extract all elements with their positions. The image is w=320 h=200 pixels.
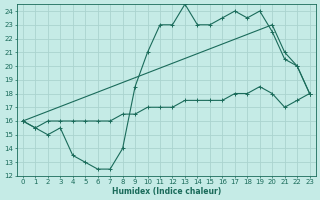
- X-axis label: Humidex (Indice chaleur): Humidex (Indice chaleur): [112, 187, 221, 196]
